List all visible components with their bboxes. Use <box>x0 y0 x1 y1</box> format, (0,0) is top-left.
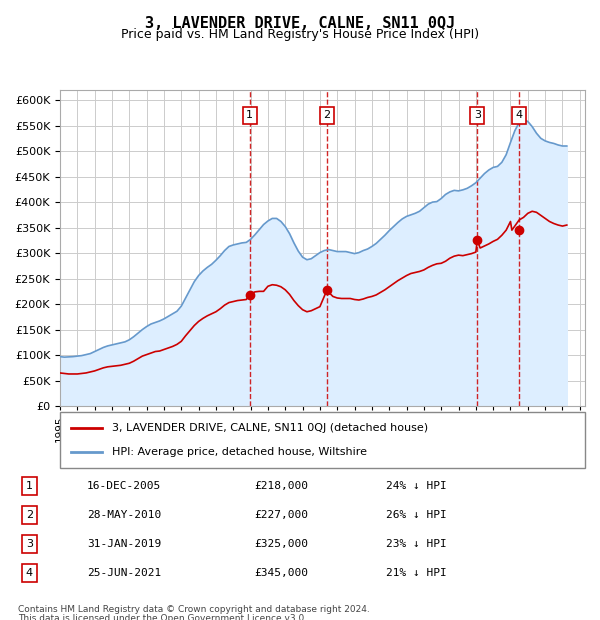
FancyBboxPatch shape <box>60 412 585 468</box>
Text: This data is licensed under the Open Government Licence v3.0.: This data is licensed under the Open Gov… <box>18 614 307 620</box>
Text: 3: 3 <box>26 539 33 549</box>
Text: 31-JAN-2019: 31-JAN-2019 <box>87 539 161 549</box>
Text: 1: 1 <box>246 110 253 120</box>
Text: £218,000: £218,000 <box>254 480 308 491</box>
Text: 1: 1 <box>26 480 33 491</box>
Text: 3, LAVENDER DRIVE, CALNE, SN11 0QJ (detached house): 3, LAVENDER DRIVE, CALNE, SN11 0QJ (deta… <box>113 423 428 433</box>
Text: HPI: Average price, detached house, Wiltshire: HPI: Average price, detached house, Wilt… <box>113 448 367 458</box>
Text: 28-MAY-2010: 28-MAY-2010 <box>87 510 161 520</box>
Text: 16-DEC-2005: 16-DEC-2005 <box>87 480 161 491</box>
Text: 3, LAVENDER DRIVE, CALNE, SN11 0QJ: 3, LAVENDER DRIVE, CALNE, SN11 0QJ <box>145 16 455 30</box>
Text: 26% ↓ HPI: 26% ↓ HPI <box>386 510 447 520</box>
Text: 24% ↓ HPI: 24% ↓ HPI <box>386 480 447 491</box>
Text: 2: 2 <box>323 110 331 120</box>
Text: Price paid vs. HM Land Registry's House Price Index (HPI): Price paid vs. HM Land Registry's House … <box>121 28 479 41</box>
Text: Contains HM Land Registry data © Crown copyright and database right 2024.: Contains HM Land Registry data © Crown c… <box>18 604 370 614</box>
Text: 21% ↓ HPI: 21% ↓ HPI <box>386 568 447 578</box>
Text: £227,000: £227,000 <box>254 510 308 520</box>
Text: 4: 4 <box>26 568 33 578</box>
Text: 3: 3 <box>474 110 481 120</box>
Text: 23% ↓ HPI: 23% ↓ HPI <box>386 539 447 549</box>
Text: £345,000: £345,000 <box>254 568 308 578</box>
Text: 4: 4 <box>515 110 523 120</box>
Text: £325,000: £325,000 <box>254 539 308 549</box>
Text: 2: 2 <box>26 510 33 520</box>
Text: 25-JUN-2021: 25-JUN-2021 <box>87 568 161 578</box>
